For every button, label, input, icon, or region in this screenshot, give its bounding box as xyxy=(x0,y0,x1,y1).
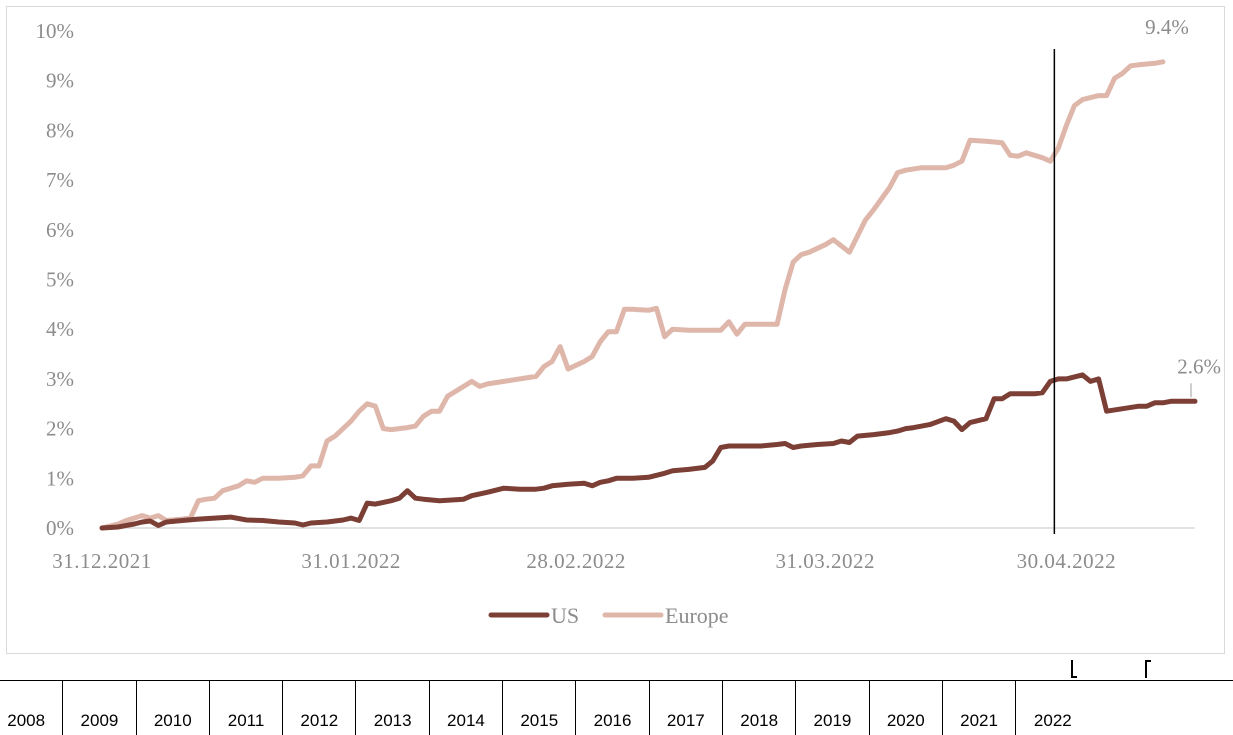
year-strip: 2008 2009 2010 2011 2012 2013 2014 2015 2016 2017… xyxy=(0,680,1233,735)
y-tick-label: 3% xyxy=(46,367,74,391)
y-tick-label: 1% xyxy=(46,466,74,490)
year-cell: 2012 xyxy=(283,681,357,735)
y-axis-ticks: 0% 1% 2% 3% 4% 5% 6% 7% 8% 9% 10% xyxy=(36,19,75,540)
year-cell: 2008 xyxy=(0,681,64,735)
year-cell: 2015 xyxy=(503,681,577,735)
bracket-mark-left-foot xyxy=(1071,676,1077,678)
chart-frame: 0% 1% 2% 3% 4% 5% 6% 7% 8% 9% 10% 31.12.2021 31.01.… xyxy=(6,6,1225,654)
end-labels: 2.6% 9.4% xyxy=(1145,15,1221,398)
year-cell: 2016 xyxy=(576,681,650,735)
y-tick-label: 6% xyxy=(46,218,74,242)
y-tick-label: 2% xyxy=(46,417,74,441)
x-tick-label: 31.01.2022 xyxy=(301,549,401,573)
year-cell: 2017 xyxy=(650,681,723,735)
y-tick-label: 7% xyxy=(46,168,74,192)
year-cell: 2021 xyxy=(943,681,1017,735)
x-tick-label: 31.12.2021 xyxy=(52,549,152,573)
data-label-us: 2.6% xyxy=(1177,354,1221,378)
year-cell: 2018 xyxy=(723,681,797,735)
line-chart: 0% 1% 2% 3% 4% 5% 6% 7% 8% 9% 10% 31.12.2021 31.01.… xyxy=(36,15,1222,628)
year-cell: 2014 xyxy=(430,681,504,735)
bracket-mark-right xyxy=(1145,660,1147,678)
year-cell: 2009 xyxy=(63,681,137,735)
year-cell: 2020 xyxy=(870,681,943,735)
year-cell: 2010 xyxy=(137,681,210,735)
series-line-europe xyxy=(99,59,1166,531)
year-cell: 2022 xyxy=(1033,711,1072,730)
y-tick-label: 8% xyxy=(46,118,74,142)
series-line-us xyxy=(99,372,1198,531)
x-tick-label: 28.02.2022 xyxy=(526,549,626,573)
legend-label-europe: Europe xyxy=(665,603,729,628)
series-lines xyxy=(99,59,1198,531)
x-axis-ticks: 31.12.2021 31.01.2022 28.02.2022 31.03.2022… xyxy=(52,549,1117,573)
y-tick-label: 0% xyxy=(46,516,74,540)
x-tick-label: 31.03.2022 xyxy=(776,549,876,573)
y-tick-label: 9% xyxy=(46,69,74,93)
year-cell: 2011 xyxy=(210,681,284,735)
year-cell: 2013 xyxy=(357,681,430,735)
legend-label-us: US xyxy=(551,603,579,628)
data-label-europe: 9.4% xyxy=(1145,15,1189,39)
bracket-mark-right-top xyxy=(1145,660,1151,662)
y-tick-label: 10% xyxy=(36,19,75,43)
y-tick-label: 4% xyxy=(46,317,74,341)
year-cell: 2019 xyxy=(796,681,870,735)
bracket-mark-left xyxy=(1071,660,1073,678)
x-tick-label: 30.04.2022 xyxy=(1017,549,1117,573)
y-tick-label: 5% xyxy=(46,268,74,292)
legend: US Europe xyxy=(488,603,729,628)
